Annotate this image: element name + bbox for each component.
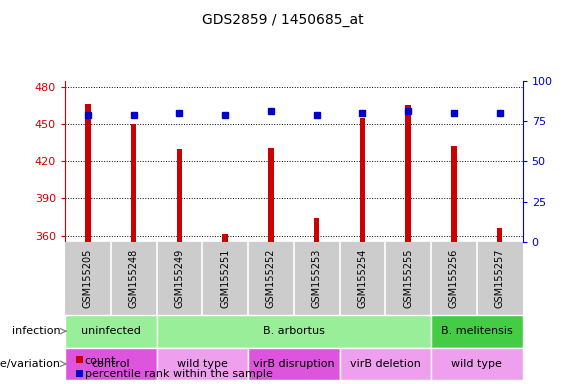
Bar [157,315,431,348]
Bar [497,228,502,242]
Text: GSM155249: GSM155249 [175,249,184,308]
Text: GSM155256: GSM155256 [449,249,459,308]
Bar [340,348,431,380]
Text: genotype/variation: genotype/variation [0,359,60,369]
Bar [451,146,457,242]
Text: virB disruption: virB disruption [253,359,334,369]
Text: GSM155257: GSM155257 [495,249,505,308]
Text: GSM155252: GSM155252 [266,249,276,308]
Text: GSM155248: GSM155248 [129,249,138,308]
Bar [131,124,136,242]
Bar [431,348,523,380]
Text: GSM155253: GSM155253 [312,249,321,308]
Bar [406,106,411,242]
Text: B. melitensis: B. melitensis [441,326,512,336]
Text: B. arbortus: B. arbortus [263,326,325,336]
Text: GSM155254: GSM155254 [358,249,367,308]
Bar [223,235,228,242]
Text: virB deletion: virB deletion [350,359,421,369]
Text: GDS2859 / 1450685_at: GDS2859 / 1450685_at [202,13,363,27]
Text: GSM155251: GSM155251 [220,249,230,308]
Bar [157,348,248,380]
Text: wild type: wild type [451,359,502,369]
Bar [431,315,523,348]
Text: infection: infection [12,326,60,336]
Text: uninfected: uninfected [81,326,141,336]
Bar [177,149,182,242]
Text: GSM155255: GSM155255 [403,249,413,308]
Text: control: control [92,359,130,369]
Text: wild type: wild type [177,359,228,369]
Bar [85,104,90,242]
Bar [65,348,157,380]
Text: count: count [85,356,116,366]
Text: percentile rank within the sample: percentile rank within the sample [85,369,273,379]
Bar [65,315,157,348]
Text: GSM155205: GSM155205 [83,249,93,308]
Bar [360,118,365,242]
Bar [248,348,340,380]
Bar [314,218,319,242]
Bar [268,147,273,242]
